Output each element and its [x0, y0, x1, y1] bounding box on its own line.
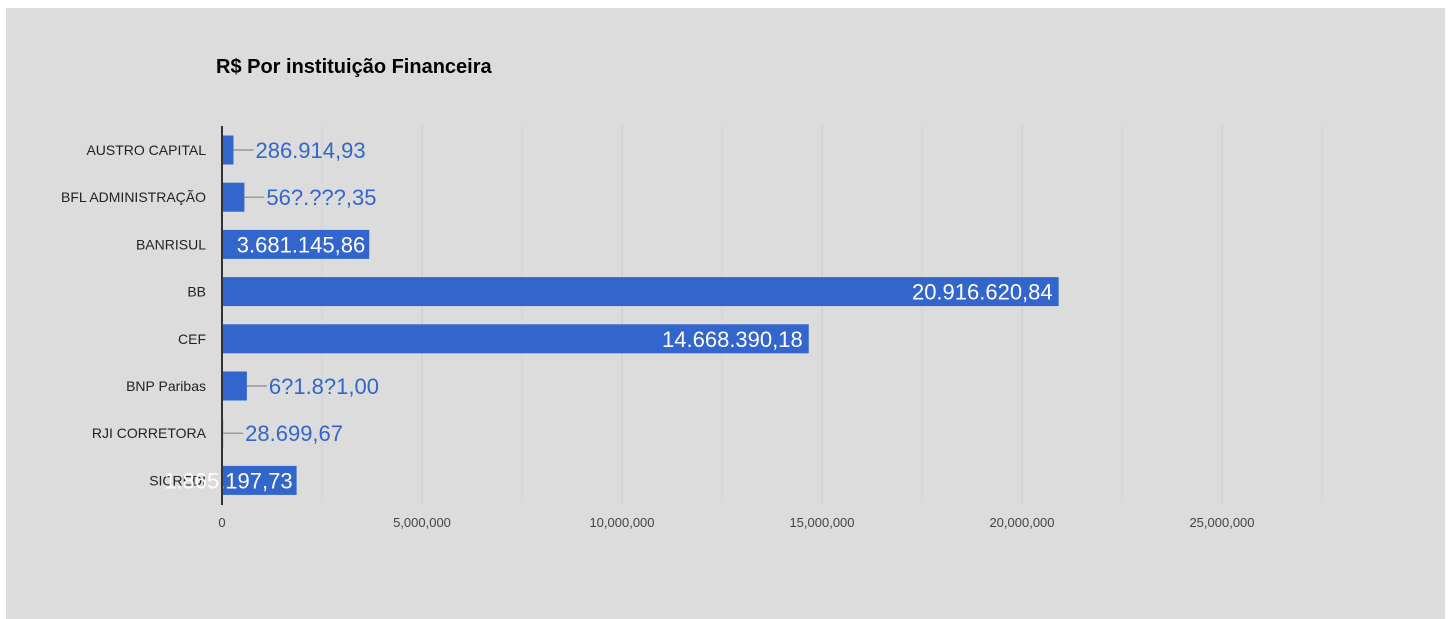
bar [222, 465, 297, 495]
category-label: BB [187, 284, 206, 300]
category-label: CEF [178, 331, 206, 347]
bar [222, 182, 245, 212]
data-label: 20.916.620,84 [912, 280, 1053, 305]
category-label: SICREDI [149, 472, 206, 488]
data-label: 14.668.390,18 [662, 327, 803, 352]
category-label: BFL ADMINISTRAÇÃO [61, 189, 206, 205]
bar [222, 371, 247, 401]
data-label: 56?.???,35 [266, 185, 376, 210]
category-label: BNP Paribas [126, 378, 206, 394]
x-tick-label: 20,000,000 [989, 515, 1054, 530]
x-tick-label: 10,000,000 [589, 515, 654, 530]
x-tick-label: 0 [218, 515, 225, 530]
data-label: 3.681.145,86 [237, 232, 365, 257]
chart-panel [6, 8, 1445, 619]
x-tick-label: 25,000,000 [1189, 515, 1254, 530]
bar [222, 229, 370, 259]
category-label: AUSTRO CAPITAL [86, 142, 206, 158]
chart-title: R$ Por instituição Financeira [216, 56, 492, 78]
x-tick-label: 15,000,000 [789, 515, 854, 530]
data-label: 6?1.8?1,00 [269, 374, 379, 399]
bar [222, 135, 234, 165]
bar [222, 324, 809, 354]
bar [222, 277, 1059, 307]
data-label: 28.699,67 [245, 421, 343, 446]
data-label: 286.914,93 [255, 138, 365, 163]
category-label: BANRISUL [136, 236, 206, 252]
data-label: 1.865.197,73 [164, 468, 292, 493]
category-label: RJI CORRETORA [92, 425, 207, 441]
x-tick-label: 5,000,000 [393, 515, 451, 530]
